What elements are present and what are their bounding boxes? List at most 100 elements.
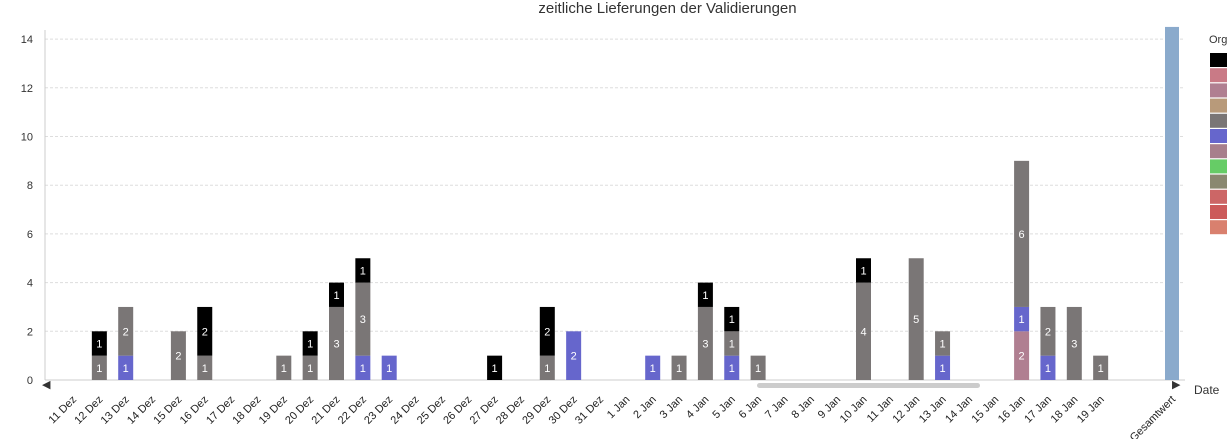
bar-segment (91, 331, 107, 356)
data-label: 1 (939, 363, 945, 375)
data-label: 6 (1019, 229, 1025, 241)
data-label: 3 (333, 338, 339, 350)
data-label: 1 (492, 363, 498, 375)
data-label: 3 (702, 338, 708, 350)
bar-segment (302, 331, 318, 356)
data-label: 1 (729, 314, 735, 326)
x-tick-label: 20 Dez (283, 394, 316, 427)
x-tick-label: 19 Dez (257, 394, 290, 427)
x-tick-label: Gesamtwert (1128, 394, 1178, 439)
x-tick-label: 17 Jan (1022, 394, 1054, 426)
x-tick-label: 2 Jan (631, 394, 659, 422)
data-label: 1 (729, 338, 735, 350)
scrollbar-thumb[interactable] (757, 383, 980, 388)
x-tick-label: 5 Jan (710, 394, 738, 422)
bar-segment (908, 258, 924, 380)
data-label: 1 (1019, 314, 1025, 326)
bar-segment (935, 355, 951, 380)
bar-segment (197, 355, 213, 380)
x-tick-label: 29 Dez (520, 394, 553, 427)
legend-swatch (1210, 205, 1227, 219)
bar-segment (1093, 355, 1109, 380)
bar-segment (276, 355, 292, 380)
total-bar (1165, 26, 1179, 381)
bar-segment (1014, 331, 1030, 380)
x-tick-label: 16 Dez (178, 394, 211, 427)
legend-swatch (1210, 144, 1227, 159)
data-label: 2 (202, 326, 208, 338)
y-tick-label: 0 (27, 375, 33, 387)
legend-title: Org (1209, 34, 1227, 46)
bar-segment (697, 306, 713, 380)
x-tick-label: 13 Dez (99, 394, 132, 427)
data-label: 1 (702, 290, 708, 302)
bar-segment (329, 306, 344, 380)
x-tick-label: 18 Jan (1049, 394, 1081, 426)
bar-segment (750, 355, 766, 380)
bar-segment (539, 306, 555, 356)
legend-swatch (1210, 220, 1227, 235)
y-tick-label: 8 (27, 180, 33, 192)
x-tick-label: 24 Dez (389, 394, 422, 427)
bar-segment (197, 306, 213, 356)
data-label: 1 (939, 338, 945, 350)
scroll-left-arrow[interactable]: ◀ (42, 379, 51, 391)
x-tick-label: 31 Dez (573, 394, 606, 427)
bar-segment (697, 282, 713, 307)
y-tick-label: 6 (27, 229, 33, 241)
data-label: 1 (202, 363, 208, 375)
bar-segment (355, 355, 371, 380)
scroll-right-arrow[interactable]: ▶ (1172, 379, 1181, 391)
x-tick-label: 4 Jan (684, 394, 712, 422)
y-tick-label: 10 (21, 132, 33, 144)
x-tick-label: 14 Dez (125, 394, 158, 427)
bar-segment (91, 355, 107, 380)
data-label: 2 (544, 326, 550, 338)
bar-segment (1014, 306, 1030, 332)
bar-segment (302, 355, 318, 380)
bar-segment (724, 306, 740, 332)
x-tick-label: 8 Jan (789, 394, 817, 422)
data-label: 1 (96, 338, 102, 350)
data-label: 5 (913, 314, 919, 326)
data-label: 2 (175, 351, 181, 363)
data-label: 1 (1045, 363, 1051, 375)
x-tick-label: 13 Jan (917, 394, 949, 426)
bar-segment (1040, 306, 1056, 356)
data-label: 3 (1071, 338, 1077, 350)
data-label: 2 (1019, 351, 1025, 363)
bar-segment (381, 355, 397, 380)
legend-swatch (1210, 83, 1227, 98)
x-tick-label: 19 Jan (1075, 394, 1107, 426)
data-label: 2 (123, 326, 129, 338)
x-tick-label: 22 Dez (336, 394, 369, 427)
x-tick-label: 3 Jan (658, 394, 686, 422)
x-tick-label: 15 Jan (970, 394, 1002, 426)
legend-swatch (1210, 174, 1227, 189)
data-label: 1 (333, 290, 339, 302)
bar-segment (170, 331, 186, 380)
x-tick-label: 26 Dez (441, 394, 474, 427)
data-label: 4 (860, 326, 866, 338)
x-tick-label: 11 Jan (865, 394, 896, 425)
legend-swatch (1210, 189, 1227, 204)
x-tick-label: 7 Jan (763, 394, 791, 422)
data-label: 1 (360, 363, 366, 375)
bar-segment (671, 355, 687, 380)
data-label: 1 (360, 265, 366, 277)
x-tick-label: 17 Dez (204, 394, 237, 427)
y-tick-label: 4 (27, 278, 33, 290)
bar-segment (724, 355, 740, 380)
data-label: 1 (676, 363, 682, 375)
bar-segment (566, 331, 582, 380)
legend-swatch (1210, 53, 1227, 67)
y-tick-label: 14 (21, 34, 33, 46)
data-label: 1 (386, 363, 392, 375)
bar-segment (856, 282, 871, 380)
x-tick-label: 21 Dez (309, 394, 342, 427)
legend-swatch (1210, 159, 1227, 174)
x-tick-label: 27 Dez (468, 394, 501, 427)
x-tick-label: 12 Dez (72, 394, 105, 427)
data-label: 2 (1045, 326, 1051, 338)
